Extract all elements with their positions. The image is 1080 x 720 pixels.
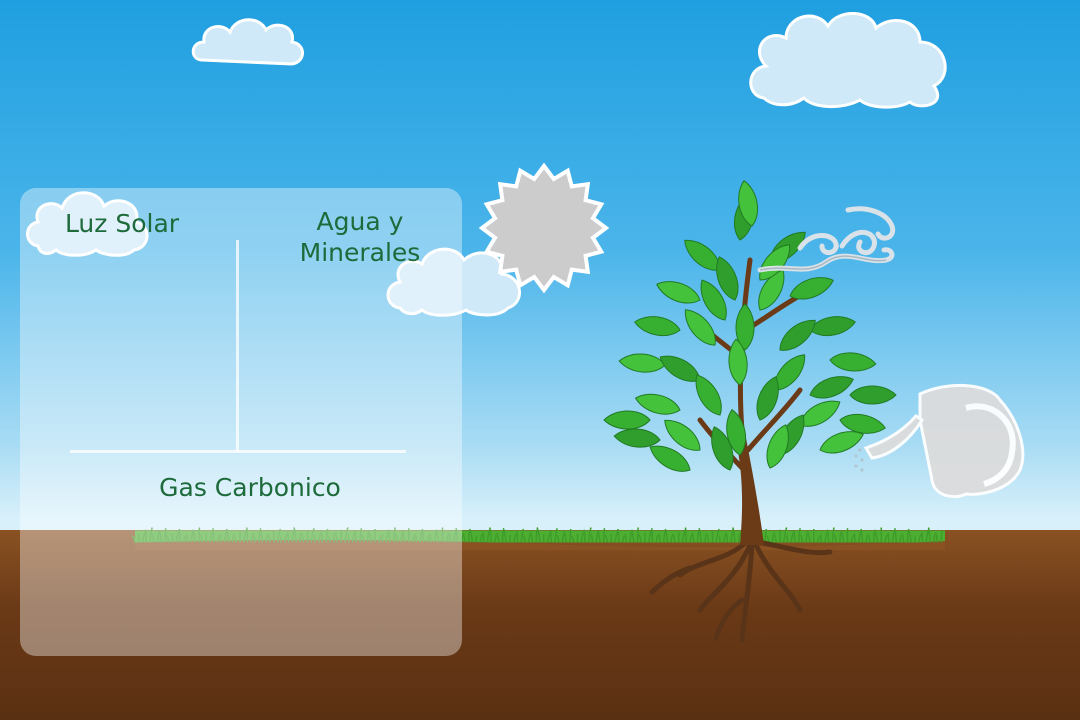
- leaf: [695, 374, 722, 416]
- cloud: [26, 191, 149, 257]
- leaf: [649, 445, 691, 472]
- leaf: [716, 256, 739, 301]
- soil: [0, 530, 1080, 720]
- label-luz-solar[interactable]: Luz Solar: [64, 209, 180, 238]
- tree-roots: [649, 537, 833, 643]
- tree-leaves: [603, 180, 897, 472]
- leaf: [799, 400, 841, 427]
- leaf: [700, 279, 727, 321]
- leaf: [809, 316, 856, 337]
- leaf: [613, 428, 661, 448]
- label-agua-line2: Minerales: [299, 238, 421, 267]
- cloud: [749, 12, 947, 109]
- leaf: [664, 419, 701, 451]
- cloud: [386, 247, 521, 317]
- leaf: [774, 354, 806, 391]
- leaf: [738, 180, 759, 227]
- panel-divider-horizontal: [70, 450, 406, 453]
- wind-icon: [757, 206, 896, 273]
- leaf: [659, 355, 701, 382]
- leaf: [684, 309, 716, 346]
- label-agua-line1: Agua y: [316, 207, 404, 236]
- leaf: [684, 239, 721, 271]
- leaf: [819, 431, 864, 454]
- leaf: [603, 410, 651, 430]
- leaf: [656, 281, 701, 304]
- leaf: [618, 353, 666, 373]
- leaf: [735, 303, 755, 351]
- sun-icon: [478, 162, 610, 294]
- watering-can-icon: [854, 383, 1025, 499]
- leaf: [789, 277, 834, 300]
- leaf: [756, 376, 779, 421]
- leaf: [809, 376, 854, 399]
- cloud: [191, 18, 304, 66]
- tree-trunk: [736, 438, 764, 545]
- leaf: [779, 319, 816, 351]
- leaf: [829, 352, 877, 372]
- label-agua-minerales[interactable]: Agua y Minerales: [285, 206, 435, 268]
- leaf: [728, 338, 748, 386]
- leaf: [711, 426, 734, 471]
- info-panel: Luz Solar Agua y Minerales Gas Carbonico: [20, 188, 462, 656]
- leaf: [634, 393, 681, 415]
- panel-divider-vertical: [236, 240, 239, 452]
- leaf: [634, 316, 681, 337]
- label-gas-carbonico[interactable]: Gas Carbonico: [159, 473, 341, 502]
- leaf: [766, 424, 789, 469]
- leaf: [849, 385, 897, 405]
- leaf: [839, 413, 886, 434]
